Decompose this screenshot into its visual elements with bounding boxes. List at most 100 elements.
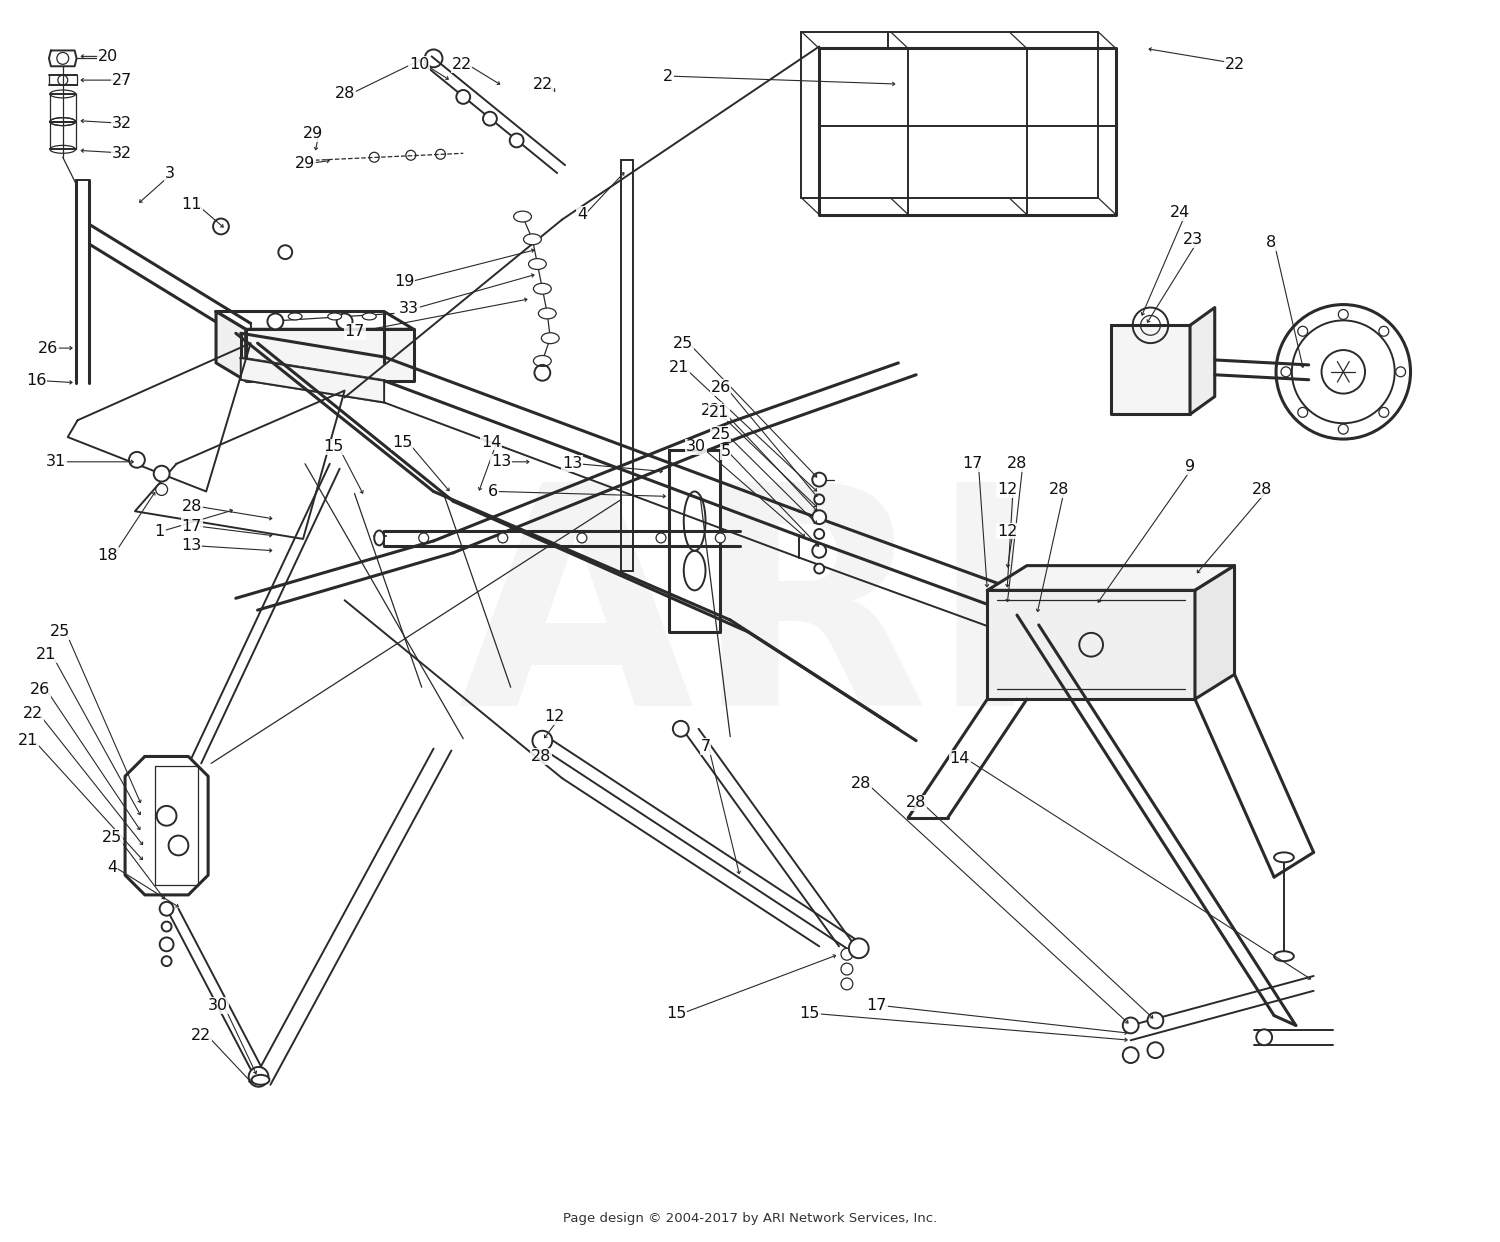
Ellipse shape bbox=[328, 313, 342, 320]
Text: 15: 15 bbox=[322, 440, 344, 455]
Text: 22: 22 bbox=[700, 402, 721, 417]
Circle shape bbox=[498, 533, 507, 543]
Text: 17: 17 bbox=[182, 519, 203, 534]
Polygon shape bbox=[987, 590, 1196, 699]
Circle shape bbox=[153, 466, 170, 482]
Text: 21: 21 bbox=[36, 647, 57, 662]
Ellipse shape bbox=[1274, 951, 1294, 961]
Ellipse shape bbox=[534, 283, 550, 294]
Text: 32: 32 bbox=[112, 145, 132, 160]
Circle shape bbox=[1378, 407, 1389, 417]
Text: 7: 7 bbox=[700, 739, 711, 754]
Circle shape bbox=[159, 938, 174, 951]
Circle shape bbox=[419, 533, 429, 543]
Text: 14: 14 bbox=[950, 751, 970, 766]
Text: 3: 3 bbox=[165, 165, 174, 180]
Circle shape bbox=[578, 533, 586, 543]
Ellipse shape bbox=[524, 233, 542, 245]
Circle shape bbox=[849, 939, 868, 958]
Circle shape bbox=[813, 510, 826, 524]
Text: 15: 15 bbox=[800, 1006, 820, 1021]
Text: 28: 28 bbox=[182, 499, 203, 514]
Text: 2: 2 bbox=[663, 68, 674, 83]
Text: 26: 26 bbox=[711, 380, 730, 395]
Circle shape bbox=[842, 949, 854, 960]
Circle shape bbox=[129, 452, 146, 468]
Circle shape bbox=[267, 313, 284, 329]
Circle shape bbox=[162, 922, 171, 932]
Text: 13: 13 bbox=[562, 456, 582, 471]
Text: 17: 17 bbox=[963, 456, 982, 471]
Circle shape bbox=[510, 133, 524, 148]
Text: 12: 12 bbox=[998, 524, 1017, 539]
Text: 28: 28 bbox=[1007, 456, 1028, 471]
Text: 26: 26 bbox=[38, 340, 58, 355]
Text: 15: 15 bbox=[392, 435, 412, 450]
Circle shape bbox=[1124, 1017, 1138, 1033]
Text: 17: 17 bbox=[345, 324, 364, 339]
Circle shape bbox=[249, 1067, 268, 1087]
Polygon shape bbox=[1190, 308, 1215, 415]
Text: 1: 1 bbox=[154, 524, 165, 539]
Text: 30: 30 bbox=[209, 999, 228, 1013]
Circle shape bbox=[815, 494, 824, 504]
Text: 28: 28 bbox=[531, 749, 550, 764]
Text: 4: 4 bbox=[108, 859, 117, 874]
Polygon shape bbox=[1112, 325, 1190, 415]
Text: 9: 9 bbox=[1185, 460, 1196, 474]
Circle shape bbox=[336, 313, 352, 329]
Text: 21: 21 bbox=[669, 360, 690, 375]
Text: 25: 25 bbox=[711, 426, 730, 442]
Text: 8: 8 bbox=[1266, 235, 1276, 250]
Text: 25: 25 bbox=[50, 625, 70, 640]
Text: 26: 26 bbox=[30, 682, 51, 697]
Text: 12: 12 bbox=[544, 709, 564, 724]
Circle shape bbox=[1338, 425, 1348, 435]
Circle shape bbox=[162, 956, 171, 966]
Text: 22: 22 bbox=[22, 707, 44, 722]
Text: 17: 17 bbox=[867, 999, 886, 1013]
Text: 29: 29 bbox=[296, 155, 315, 170]
Text: 18: 18 bbox=[98, 548, 118, 563]
Circle shape bbox=[1378, 327, 1389, 337]
Text: 20: 20 bbox=[98, 48, 117, 63]
Circle shape bbox=[1148, 1012, 1164, 1028]
Circle shape bbox=[813, 544, 826, 558]
Polygon shape bbox=[216, 312, 246, 381]
Text: 28: 28 bbox=[334, 87, 356, 102]
Circle shape bbox=[213, 219, 230, 235]
Circle shape bbox=[1257, 1030, 1272, 1046]
Text: 24: 24 bbox=[1170, 205, 1191, 220]
Circle shape bbox=[279, 245, 292, 260]
Text: 22: 22 bbox=[452, 57, 471, 72]
Circle shape bbox=[1395, 366, 1406, 376]
Text: ARI: ARI bbox=[458, 472, 1042, 770]
Text: 25: 25 bbox=[674, 335, 693, 350]
Circle shape bbox=[813, 473, 826, 487]
Text: 25: 25 bbox=[102, 830, 123, 845]
Ellipse shape bbox=[542, 333, 560, 344]
Text: 22: 22 bbox=[532, 77, 552, 92]
Ellipse shape bbox=[252, 1074, 270, 1084]
Text: 6: 6 bbox=[488, 484, 498, 499]
Text: 27: 27 bbox=[112, 72, 132, 88]
Ellipse shape bbox=[374, 530, 384, 545]
Ellipse shape bbox=[1274, 852, 1294, 862]
Circle shape bbox=[815, 564, 824, 574]
Polygon shape bbox=[246, 329, 414, 381]
Circle shape bbox=[1298, 407, 1308, 417]
Ellipse shape bbox=[363, 313, 376, 320]
Circle shape bbox=[1338, 309, 1348, 319]
Circle shape bbox=[842, 963, 854, 975]
Text: 5: 5 bbox=[720, 445, 730, 460]
Text: 22: 22 bbox=[192, 1028, 211, 1043]
Circle shape bbox=[1281, 366, 1292, 376]
Circle shape bbox=[716, 533, 726, 543]
Text: 14: 14 bbox=[482, 435, 501, 450]
Text: 16: 16 bbox=[26, 373, 46, 389]
Circle shape bbox=[483, 112, 496, 125]
Circle shape bbox=[674, 720, 688, 737]
Text: Page design © 2004-2017 by ARI Network Services, Inc.: Page design © 2004-2017 by ARI Network S… bbox=[562, 1212, 938, 1225]
Polygon shape bbox=[987, 565, 1234, 590]
Circle shape bbox=[842, 977, 854, 990]
